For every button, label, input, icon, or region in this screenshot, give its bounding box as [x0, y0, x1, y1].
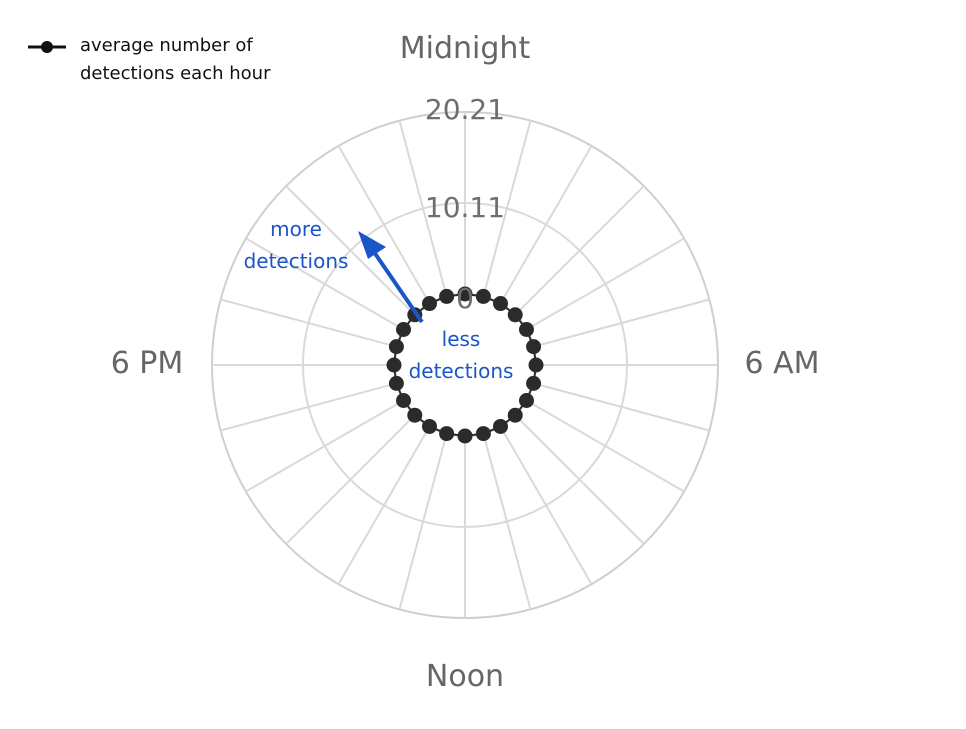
- data-point-hour-7: [526, 375, 542, 391]
- grid-spoke: [525, 399, 685, 493]
- radial-tick-label-mid: 10.11: [425, 191, 505, 224]
- grid-spoke: [285, 185, 416, 316]
- angular-label-6am: 6 AM: [744, 346, 819, 381]
- grid-spoke: [337, 145, 431, 305]
- grid-spoke: [482, 120, 532, 297]
- annotation-arrow: [358, 231, 424, 324]
- grid-spoke: [482, 433, 532, 610]
- data-point-hour-18: [386, 357, 402, 373]
- grid-spoke: [398, 120, 448, 297]
- data-point-hour-5: [526, 339, 542, 355]
- data-point-hour-17: [388, 375, 404, 391]
- angular-label-midnight: Midnight: [400, 31, 531, 66]
- data-point-hour-4: [518, 322, 534, 337]
- data-point-hour-0: [457, 286, 473, 302]
- data-point-hour-8: [518, 393, 534, 408]
- angular-label-noon: Noon: [426, 659, 504, 694]
- data-point-hour-12: [457, 428, 473, 444]
- legend-marker-icon: [28, 41, 66, 53]
- data-point-hour-16: [396, 393, 412, 408]
- grid-spoke: [499, 145, 593, 305]
- grid-spoke: [514, 185, 645, 316]
- data-point-hour-3: [507, 307, 523, 323]
- data-point-hour-14: [422, 418, 437, 434]
- grid-spoke: [220, 298, 397, 348]
- data-point-hour-15: [407, 407, 423, 423]
- series-average-detections: [386, 286, 544, 444]
- grid-spoke: [533, 382, 710, 432]
- data-point-hour-2: [493, 296, 508, 312]
- grid-spoke: [533, 298, 710, 348]
- radial-tick-label-max: 20.21: [425, 93, 505, 126]
- annotation-less-detections: less detections: [409, 327, 514, 383]
- grid-spoke: [220, 382, 397, 432]
- data-point-hour-13: [439, 426, 455, 442]
- grid-spoke: [514, 414, 645, 545]
- data-point-hour-9: [507, 407, 523, 423]
- data-point-hour-11: [475, 426, 491, 442]
- legend-label: average number of detections each hour: [80, 35, 271, 84]
- data-point-hour-10: [493, 418, 508, 434]
- grid-spoke: [525, 237, 685, 331]
- angular-label-6pm: 6 PM: [111, 346, 184, 381]
- grid-spoke: [499, 425, 593, 585]
- data-point-hour-19: [388, 339, 404, 355]
- grid-spoke: [398, 433, 448, 610]
- radial-tick-label-zero: 0: [456, 282, 474, 315]
- data-point-hour-22: [422, 296, 437, 312]
- grid-spoke: [285, 414, 416, 545]
- data-point-hour-6: [528, 357, 544, 373]
- data-point-hour-1: [475, 288, 491, 304]
- grid: [211, 111, 719, 619]
- data-point-hour-20: [396, 322, 412, 337]
- annotation-more-detections: more detections: [244, 217, 349, 273]
- grid-spoke: [245, 237, 405, 331]
- data-point-hour-23: [439, 288, 455, 304]
- grid-spoke: [337, 425, 431, 585]
- grid-spoke: [245, 399, 405, 493]
